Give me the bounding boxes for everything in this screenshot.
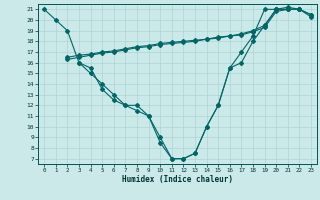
X-axis label: Humidex (Indice chaleur): Humidex (Indice chaleur) <box>122 175 233 184</box>
